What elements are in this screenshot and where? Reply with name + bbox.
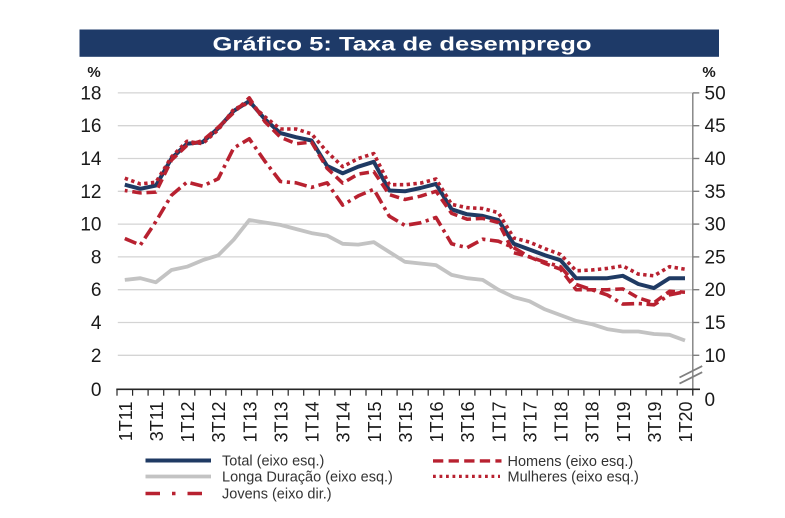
svg-text:1T13: 1T13	[240, 402, 260, 443]
svg-text:Total (eixo esq.): Total (eixo esq.)	[222, 454, 324, 470]
svg-text:10: 10	[80, 215, 101, 236]
svg-text:Gráfico 5: Taxa de desemprego: Gráfico 5: Taxa de desemprego	[213, 35, 592, 56]
svg-text:4: 4	[91, 313, 102, 334]
svg-text:10: 10	[705, 346, 726, 367]
svg-text:0: 0	[91, 380, 102, 401]
svg-text:3T17: 3T17	[520, 402, 540, 443]
svg-text:%: %	[702, 64, 715, 81]
svg-text:Homens (eixo esq.): Homens (eixo esq.)	[508, 454, 634, 470]
svg-text:Mulheres (eixo esq.): Mulheres (eixo esq.)	[508, 469, 639, 485]
svg-text:1T17: 1T17	[489, 402, 509, 443]
svg-text:3T14: 3T14	[334, 402, 354, 443]
svg-text:8: 8	[91, 247, 102, 268]
svg-text:1T19: 1T19	[614, 402, 634, 443]
svg-text:3T12: 3T12	[209, 402, 229, 443]
svg-text:3T19: 3T19	[645, 402, 665, 443]
svg-text:1T14: 1T14	[303, 402, 323, 443]
svg-text:3T15: 3T15	[396, 402, 416, 443]
svg-text:2: 2	[91, 346, 102, 367]
svg-text:40: 40	[705, 149, 726, 170]
svg-text:1T16: 1T16	[427, 402, 447, 443]
svg-text:25: 25	[705, 247, 726, 268]
svg-text:3T11: 3T11	[147, 402, 167, 442]
svg-text:1T20: 1T20	[676, 402, 696, 443]
svg-text:35: 35	[705, 182, 726, 203]
svg-text:18: 18	[80, 83, 101, 104]
svg-text:Longa Duração (eixo esq.): Longa Duração (eixo esq.)	[222, 470, 393, 486]
svg-text:1T18: 1T18	[552, 402, 572, 443]
svg-text:14: 14	[80, 149, 102, 170]
svg-text:20: 20	[705, 280, 726, 301]
svg-text:%: %	[87, 64, 100, 81]
svg-text:3T13: 3T13	[271, 402, 291, 443]
svg-text:12: 12	[80, 182, 101, 203]
svg-text:Jovens (eixo dir.): Jovens (eixo dir.)	[222, 487, 332, 503]
svg-text:1T11: 1T11	[116, 402, 136, 442]
svg-text:30: 30	[705, 215, 726, 236]
svg-text:1T12: 1T12	[178, 402, 198, 443]
svg-text:16: 16	[80, 116, 101, 137]
svg-text:45: 45	[705, 116, 726, 137]
svg-text:15: 15	[705, 313, 726, 334]
svg-text:50: 50	[705, 83, 726, 104]
svg-text:3T18: 3T18	[583, 402, 603, 443]
svg-text:6: 6	[91, 280, 102, 301]
svg-text:0: 0	[705, 390, 716, 411]
svg-text:3T16: 3T16	[458, 401, 478, 442]
svg-text:1T15: 1T15	[365, 402, 385, 443]
